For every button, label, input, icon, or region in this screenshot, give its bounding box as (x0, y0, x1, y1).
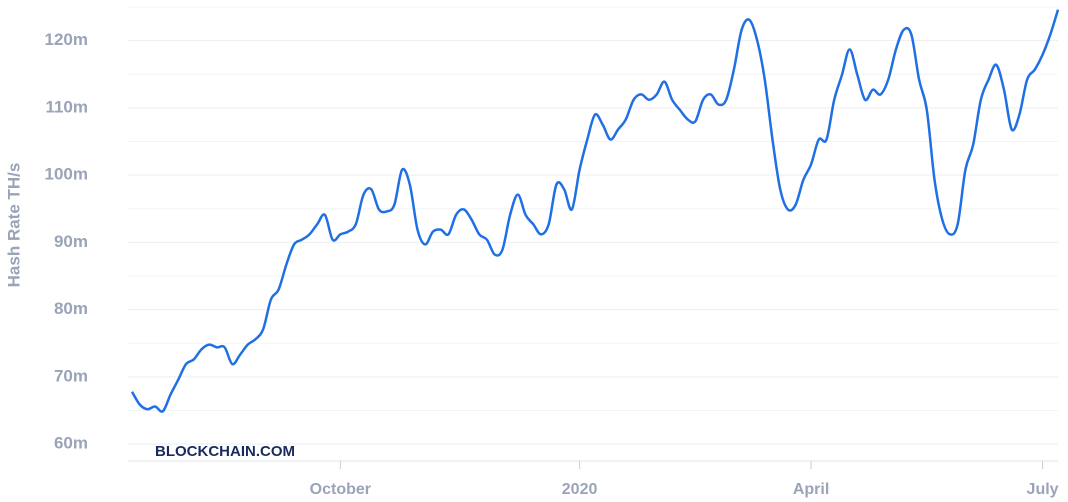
y-tick-label: 80m (54, 299, 88, 318)
y-tick-label: 60m (54, 434, 88, 453)
watermark: BLOCKCHAIN.COM (155, 443, 295, 460)
y-tick-label: 120m (45, 30, 88, 49)
x-tick-label: October (310, 481, 371, 498)
data-line (130, 9, 1060, 413)
y-tick-label: 110m (45, 97, 88, 116)
x-tick-label: 2020 (562, 481, 598, 498)
y-tick-label: 70m (54, 366, 88, 385)
x-tick-label: July (1027, 481, 1059, 498)
y-axis-title: Hash Rate TH/s (4, 163, 23, 288)
y-tick-label: 90m (54, 232, 88, 251)
x-tick-label: April (793, 481, 829, 498)
y-tick-label: 100m (45, 165, 88, 184)
